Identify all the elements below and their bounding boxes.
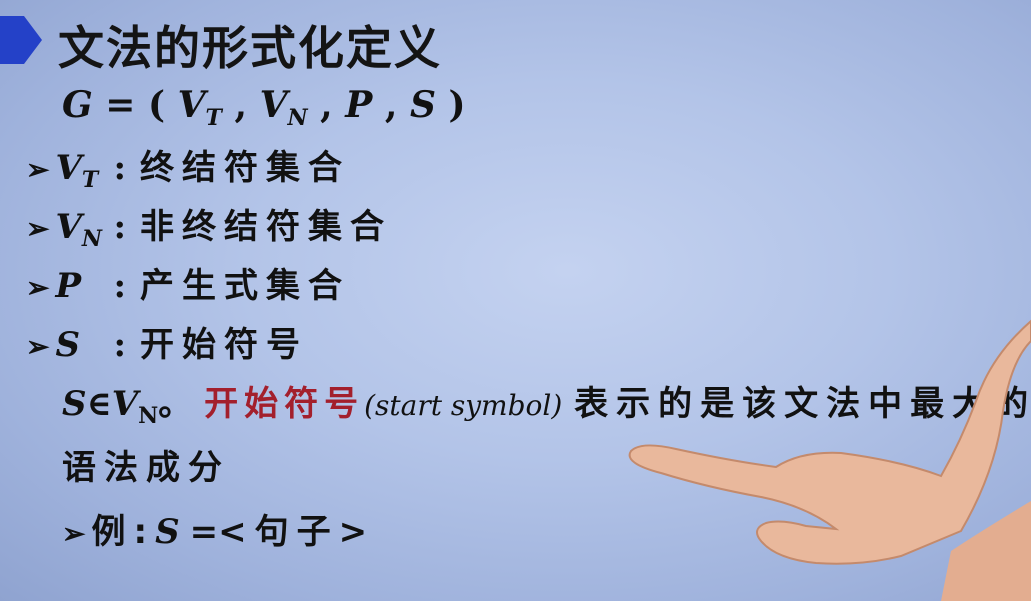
formula-comma-1: , xyxy=(234,84,248,126)
bullet-colon: : xyxy=(113,207,127,247)
bullet-p: ➢ P : 产生式集合 xyxy=(26,258,350,307)
bullet-arrow-icon: ➢ xyxy=(26,153,50,186)
bullet-symbol: VT xyxy=(55,148,99,193)
bullet-colon: : xyxy=(113,148,127,188)
bullet-text: 非终结符集合 xyxy=(140,207,393,247)
example-line: ➢ 例: S = <句子> xyxy=(62,504,375,553)
start-symbol-desc: 表示的是该文法中最大的 xyxy=(574,384,1031,424)
formula-vn-sub: N xyxy=(287,105,308,131)
bullet-colon: : xyxy=(113,325,127,365)
start-symbol-line: S∈VN。 开始符号(start symbol) 表示的是该文法中最大的 xyxy=(62,376,1031,429)
bullet-symbol: P xyxy=(55,266,82,306)
element-of-sign: ∈ xyxy=(86,384,112,424)
formula-vn-base: V xyxy=(259,84,288,126)
slide-title: 文法的形式化定义 xyxy=(58,21,442,75)
formula-open: ( xyxy=(148,84,166,126)
formula-vt-base: V xyxy=(177,84,206,126)
bullet-symbol: VN xyxy=(55,207,102,252)
formula-comma-2: , xyxy=(320,84,333,126)
bullet-colon: : xyxy=(113,266,127,306)
start-symbol-english: (start symbol) xyxy=(364,389,563,422)
formula-vt-sub: T xyxy=(205,105,222,131)
example-label: 例: xyxy=(91,512,156,552)
title-marker-icon xyxy=(0,16,42,64)
formula-p: P xyxy=(345,84,373,126)
start-set-sub: N xyxy=(138,403,159,429)
formula-s: S xyxy=(409,84,436,126)
start-symbol-highlight: 开始符号 xyxy=(204,384,365,424)
formula-eq: = xyxy=(105,84,136,126)
example-arrow-icon: ➢ xyxy=(62,517,86,550)
bullet-vn: ➢ VN : 非终结符集合 xyxy=(26,199,392,252)
bullet-vt: ➢ VT : 终结符集合 xyxy=(26,140,350,193)
bullet-arrow-icon: ➢ xyxy=(26,212,50,245)
formula-lhs: G xyxy=(62,84,93,126)
start-period: 。 xyxy=(158,384,193,424)
bullet-symbol: S xyxy=(55,325,81,365)
example-value: <句子> xyxy=(218,512,376,552)
start-symbol-desc-cont: 语法成分 xyxy=(62,448,230,488)
bullet-text: 终结符集合 xyxy=(140,148,351,188)
example-sym: S xyxy=(155,512,180,552)
bullet-s: ➢ S : 开始符号 xyxy=(26,317,308,366)
presenter-hand-image xyxy=(628,319,1031,601)
bullet-arrow-icon: ➢ xyxy=(26,271,50,304)
bullet-arrow-icon: ➢ xyxy=(26,330,50,363)
formula-close: ) xyxy=(448,84,466,126)
start-set-base: V xyxy=(111,384,139,424)
example-eq: = xyxy=(189,512,219,552)
start-sym: S xyxy=(62,384,87,424)
bullet-text: 开始符号 xyxy=(140,325,309,365)
formula-comma-3: , xyxy=(384,84,398,126)
bullet-text: 产生式集合 xyxy=(140,266,351,306)
grammar-formula: G = ( VT , VN , P , S ) xyxy=(62,84,466,131)
